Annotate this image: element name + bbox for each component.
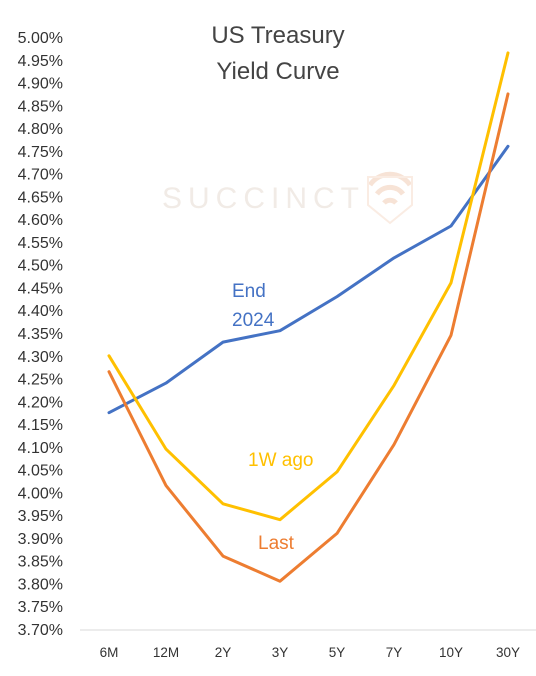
y-tick-label: 4.90% <box>18 76 63 93</box>
watermark-text: SUCCINCT <box>162 182 365 215</box>
chart-title-line: Yield Curve <box>216 58 339 85</box>
y-tick-label: 3.95% <box>18 508 63 525</box>
y-tick-label: 3.90% <box>18 531 63 548</box>
series-label-end-2024: End <box>232 281 266 302</box>
y-tick-label: 3.70% <box>18 622 63 639</box>
y-tick-label: 5.00% <box>18 30 63 47</box>
y-tick-label: 4.00% <box>18 485 63 502</box>
watermark: SUCCINCT <box>162 171 413 225</box>
y-tick-label: 4.95% <box>18 53 63 70</box>
y-tick-label: 3.85% <box>18 554 63 571</box>
y-tick-label: 4.10% <box>18 440 63 457</box>
watermark-logo-icon <box>367 171 413 225</box>
y-tick-label: 4.45% <box>18 280 63 297</box>
chart-title-line: US Treasury <box>211 22 344 49</box>
x-tick-label: 2Y <box>215 645 232 660</box>
series-label-1w-ago: 1W ago <box>248 450 313 471</box>
y-tick-label: 4.60% <box>18 212 63 229</box>
y-tick-label: 4.05% <box>18 463 63 480</box>
y-tick-label: 4.65% <box>18 189 63 206</box>
x-tick-label: 5Y <box>329 645 346 660</box>
y-tick-label: 3.80% <box>18 576 63 593</box>
series-labels: End 2024 1W ago Last <box>232 281 313 554</box>
y-tick-label: 4.75% <box>18 144 63 161</box>
x-tick-label: 10Y <box>439 645 463 660</box>
x-tick-label: 6M <box>100 645 119 660</box>
x-tick-label: 12M <box>153 645 179 660</box>
series-label-end-2024: 2024 <box>232 310 275 331</box>
y-tick-label: 4.70% <box>18 167 63 184</box>
y-tick-label: 4.35% <box>18 326 63 343</box>
series-line-end-2024 <box>107 144 510 415</box>
y-tick-label: 4.30% <box>18 349 63 366</box>
x-tick-label: 3Y <box>272 645 289 660</box>
series-line-1w-ago <box>107 51 510 522</box>
y-tick-label: 4.40% <box>18 303 63 320</box>
series-group <box>107 51 510 583</box>
y-tick-label: 4.50% <box>18 258 63 275</box>
y-axis: 5.00% 4.95% 4.90% 4.85% 4.80% 4.75% 4.70% 4.65%… <box>18 30 63 639</box>
y-tick-label: 4.25% <box>18 372 63 389</box>
x-axis: 6M 12M 2Y 3Y 5Y 7Y 10Y 30Y <box>80 629 536 660</box>
x-tick-label: 7Y <box>386 645 403 660</box>
series-label-last: Last <box>258 533 295 554</box>
y-tick-label: 4.20% <box>18 394 63 411</box>
y-tick-label: 4.55% <box>18 235 63 252</box>
y-tick-label: 4.85% <box>18 98 63 115</box>
x-tick-label: 30Y <box>496 645 520 660</box>
y-tick-label: 4.80% <box>18 121 63 138</box>
y-tick-label: 3.75% <box>18 599 63 616</box>
y-tick-label: 4.15% <box>18 417 63 434</box>
series-line-last <box>107 92 510 583</box>
chart-title: US Treasury Yield Curve <box>211 22 344 85</box>
